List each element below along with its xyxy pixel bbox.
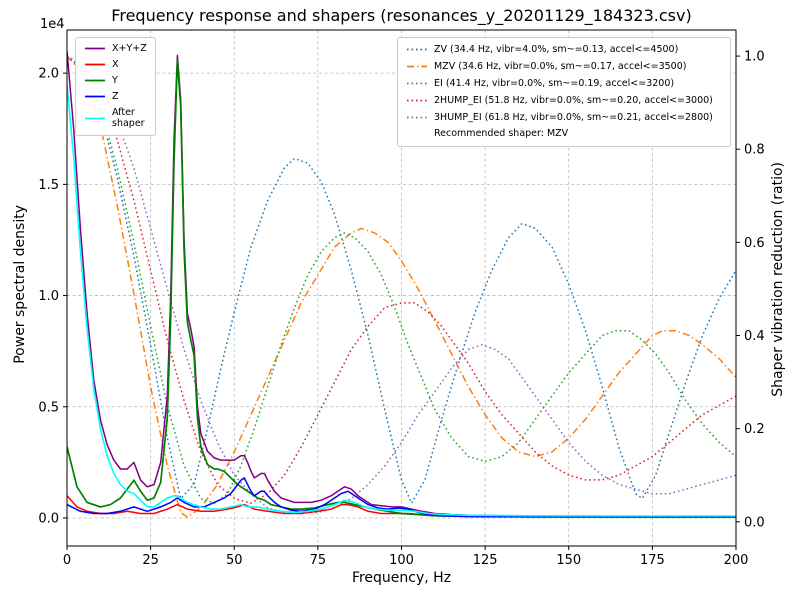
legend-item-ei: EI (41.4 Hz, vibr=0.0%, sm~=0.19, accel<… (406, 78, 722, 90)
legend-item-after-shaper: After shaper (84, 107, 147, 131)
legend-label: ZV (34.4 Hz, vibr=4.0%, sm~=0.13, accel<… (434, 44, 679, 55)
legend-label: Z (112, 90, 119, 102)
tick-label: 0.4 (744, 329, 765, 344)
tick-label: 75 (310, 553, 327, 568)
tick-label: 50 (226, 553, 243, 568)
legend-label: MZV (34.6 Hz, vibr=0.0%, sm~=0.17, accel… (434, 60, 687, 72)
legend-line-swatch (407, 49, 427, 51)
legend-label: X (112, 58, 119, 70)
tick-label: 0.6 (744, 236, 765, 251)
legend-item-z: Z (84, 91, 147, 103)
tick-label: 1.0 (744, 50, 765, 65)
legend-item-2hump-ei: 2HUMP_EI (51.8 Hz, vibr=0.0%, sm~=0.20, … (406, 95, 722, 107)
tick-label: 0.0 (744, 515, 765, 530)
legend-label: After shaper (112, 106, 145, 130)
series-group (67, 50, 736, 518)
x-axis-label: Frequency, Hz (351, 570, 452, 586)
tick-label: 0.5 (38, 400, 59, 415)
axis-offset-text: 1e4 (40, 17, 65, 32)
tick-label: 150 (556, 553, 581, 568)
tick-label: 200 (724, 553, 749, 568)
legend-shapers: ZV (34.4 Hz, vibr=4.0%, sm~=0.13, accel<… (397, 37, 731, 148)
tick-label: 175 (640, 553, 665, 568)
legend-label: 2HUMP_EI (51.8 Hz, vibr=0.0%, sm~=0.20, … (434, 94, 713, 106)
tick-label: 0.0 (38, 511, 59, 526)
legend-line-swatch (407, 65, 427, 68)
tick-label: 1.0 (38, 289, 59, 304)
legend-psd: X+Y+Z X Y Z After shaper (75, 37, 156, 137)
legend-item-3hump-ei: 3HUMP_EI (61.8 Hz, vibr=0.0%, sm~=0.21, … (406, 112, 722, 124)
legend-line-swatch (407, 116, 427, 119)
legend-item-mzv: MZV (34.6 Hz, vibr=0.0%, sm~=0.17, accel… (406, 61, 722, 73)
legend-item-x-y-z: X+Y+Z (84, 43, 147, 55)
legend-line-swatch (85, 95, 105, 98)
legend-label: EI (41.4 Hz, vibr=0.0%, sm~=0.19, accel<… (434, 77, 675, 89)
legend-line-swatch (85, 48, 105, 50)
legend-label: 3HUMP_EI (61.8 Hz, vibr=0.0%, sm~=0.21, … (434, 111, 713, 123)
series-mzv (67, 55, 736, 518)
ticks: 0 25 50 75 100 125 150 175 200 0.0 0.5 1.0 1.5 2.0 0.0… (38, 50, 764, 568)
series-zv (67, 55, 736, 504)
tick-label: 0.8 (744, 143, 765, 158)
recommended-shaper-note: Recommended shaper: MZV (434, 128, 569, 140)
series-3hump-ei (67, 55, 736, 514)
legend-item-y: Y (84, 75, 147, 87)
legend-label: X+Y+Z (112, 43, 147, 54)
legend-item-x: X (84, 59, 147, 71)
tick-label: 1.5 (38, 178, 59, 193)
series-x-y-z (67, 50, 736, 517)
legend-line-swatch (85, 79, 105, 82)
legend-line-swatch (407, 82, 427, 85)
tick-label: 100 (389, 553, 414, 568)
legend-item-zv: ZV (34.4 Hz, vibr=4.0%, sm~=0.13, accel<… (406, 44, 722, 56)
series-z (67, 477, 736, 518)
tick-label: 125 (473, 553, 498, 568)
legend-line-swatch (407, 99, 427, 102)
series-after-shaper (67, 84, 736, 517)
legend-line-swatch (85, 117, 105, 120)
tick-label: 0.2 (744, 422, 765, 437)
tick-label: 25 (142, 553, 159, 568)
series-2hump-ei (67, 55, 736, 504)
legend-line-swatch (85, 63, 105, 66)
tick-label: 2.0 (38, 67, 59, 82)
tick-label: 0 (63, 553, 71, 568)
chart-title: Frequency response and shapers (resonanc… (111, 6, 692, 25)
legend-label: Y (112, 74, 118, 86)
recommended-shaper-row: Recommended shaper: MZV (406, 128, 722, 140)
